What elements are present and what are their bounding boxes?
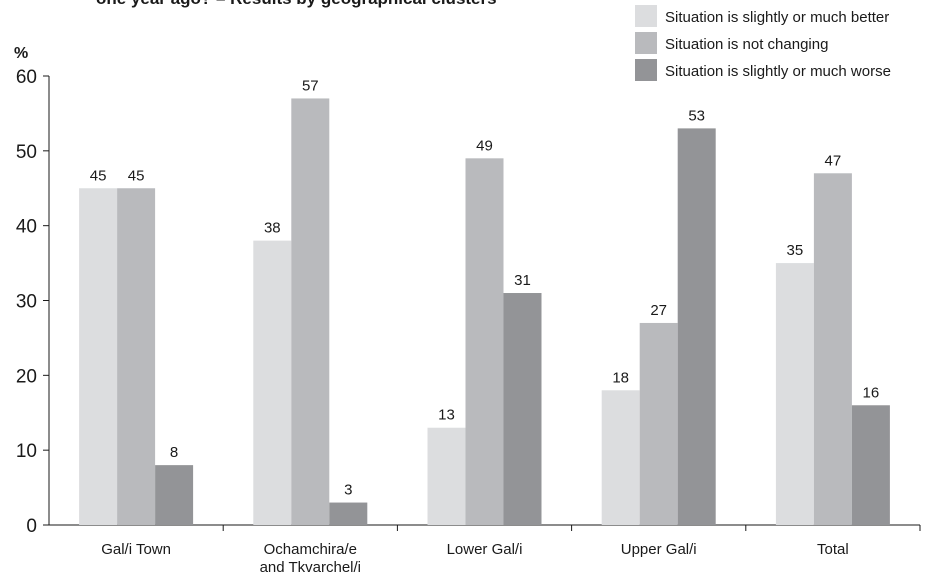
x-tick-label: Gal/i Town: [101, 541, 171, 558]
legend-swatch: [635, 59, 657, 81]
bar: [155, 465, 194, 525]
y-axis-label: %: [14, 45, 28, 62]
bar-value-label: 8: [170, 444, 178, 461]
bar: [639, 322, 678, 525]
bar: [329, 502, 368, 525]
y-tick-label: 0: [26, 516, 37, 537]
bar: [291, 98, 330, 525]
x-tick-label: Ochamchira/e: [264, 541, 357, 558]
bars: 45 45 8 38 57 3 13 49 31 18 27 53 35 47 16: [79, 77, 890, 526]
x-tick-label: Lower Gal/i: [447, 541, 523, 558]
bar-value-label: 45: [90, 167, 107, 184]
legend-label: Situation is not changing: [665, 36, 828, 53]
bar-value-label: 35: [787, 242, 804, 259]
y-tick-label: 30: [16, 292, 37, 313]
bar: [79, 188, 118, 525]
x-tick-label: Upper Gal/i: [621, 541, 697, 558]
y-tick-label: 50: [16, 142, 37, 163]
bar-value-label: 3: [344, 482, 352, 499]
x-tick-label: Total: [817, 541, 849, 558]
bar: [775, 263, 814, 525]
bar: [601, 390, 640, 525]
x-tick-label: and Tkvarchel/i: [260, 559, 361, 575]
bar-value-label: 16: [863, 384, 880, 401]
bar-value-label: 13: [438, 407, 455, 424]
bar-value-label: 45: [128, 167, 145, 184]
bar: [427, 427, 466, 525]
legend-swatch: [635, 32, 657, 54]
bar-value-label: 18: [612, 369, 629, 386]
bar-value-label: 47: [825, 152, 842, 169]
y-tick-label: 40: [16, 217, 37, 238]
bar: [253, 240, 292, 525]
bar-value-label: 49: [476, 137, 493, 154]
legend: Situation is slightly or much better Situ…: [635, 5, 891, 81]
bar: [465, 158, 504, 526]
bar: [117, 188, 156, 525]
legend-label: Situation is slightly or much worse: [665, 63, 891, 80]
bar-value-label: 57: [302, 77, 319, 94]
bar: [677, 128, 716, 525]
legend-swatch: [635, 5, 657, 27]
bar-value-label: 31: [514, 272, 531, 289]
bar: [813, 173, 852, 526]
y-tick-label: 20: [16, 366, 37, 387]
bar: [851, 405, 890, 525]
bar-value-label: 53: [688, 107, 705, 124]
legend-label: Situation is slightly or much better: [665, 9, 889, 26]
bar: [503, 293, 542, 525]
chart-title: one year ago? – Results by geographical …: [96, 0, 497, 8]
bar-value-label: 27: [650, 302, 667, 319]
y-tick-label: 60: [16, 67, 37, 88]
bar-value-label: 38: [264, 220, 281, 237]
y-tick-label: 10: [16, 441, 37, 462]
y-axis: 0 10 20 30 40 50 60: [16, 67, 50, 537]
